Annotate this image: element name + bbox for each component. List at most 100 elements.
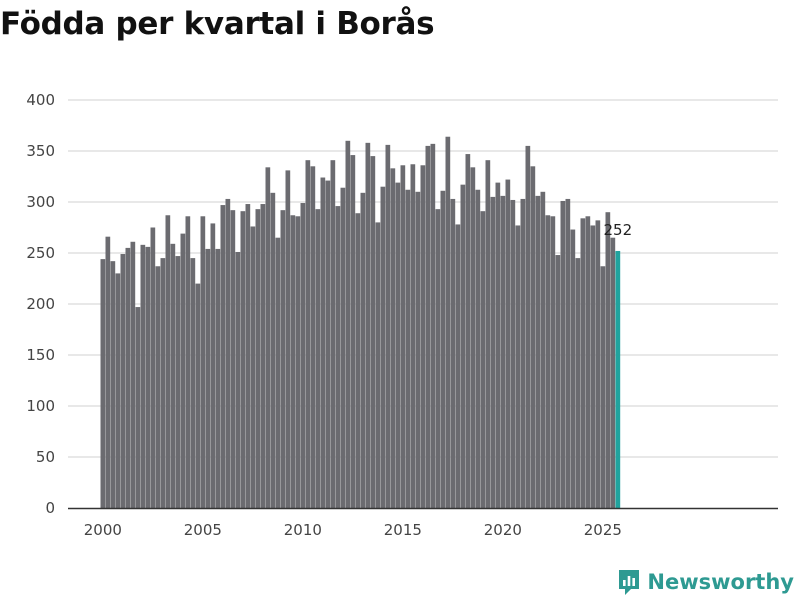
bar <box>240 211 246 508</box>
y-tick-label: 100 <box>26 397 55 415</box>
bar <box>135 307 141 508</box>
bar <box>265 167 271 508</box>
bar <box>610 237 616 508</box>
bar <box>205 248 211 509</box>
bar <box>465 154 471 508</box>
bar <box>380 186 386 508</box>
bar <box>415 191 421 509</box>
y-axis-ticks: 0 50 100 150 200 250 300 350 400 <box>26 91 55 517</box>
bar <box>475 189 481 508</box>
bar <box>305 160 311 508</box>
bar <box>345 140 351 509</box>
bar <box>255 209 261 508</box>
bar <box>245 204 251 509</box>
bar <box>605 212 611 508</box>
bar <box>435 209 441 508</box>
bar <box>215 248 221 509</box>
bar <box>505 179 511 508</box>
bar <box>485 160 491 508</box>
x-tick-label: 2015 <box>384 521 422 539</box>
bar <box>310 166 316 509</box>
bar <box>545 215 551 508</box>
bar <box>570 229 576 509</box>
y-tick-label: 150 <box>26 346 55 364</box>
bar-highlight <box>615 250 621 508</box>
bar <box>530 166 536 509</box>
y-tick-label: 300 <box>26 193 55 211</box>
bar <box>250 226 256 509</box>
bar <box>395 182 401 508</box>
bar <box>495 182 501 508</box>
bar <box>325 180 331 508</box>
bar <box>100 259 106 508</box>
bar <box>350 155 356 508</box>
bar <box>565 198 571 508</box>
bar <box>445 136 451 508</box>
y-tick-label: 350 <box>26 142 55 160</box>
newsworthy-logo-icon <box>619 570 640 595</box>
y-tick-label: 200 <box>26 295 55 313</box>
bar <box>450 198 456 508</box>
y-tick-label: 400 <box>26 91 55 109</box>
bar <box>595 220 601 509</box>
y-tick-label: 0 <box>45 499 55 517</box>
bar <box>115 273 121 508</box>
bar <box>470 167 476 508</box>
bar <box>560 200 566 509</box>
bar <box>260 204 266 509</box>
bar <box>400 165 406 508</box>
bar <box>370 156 376 508</box>
bar <box>195 283 201 508</box>
bar <box>165 215 171 508</box>
bar <box>510 199 516 508</box>
bar <box>410 164 416 508</box>
bar <box>290 215 296 508</box>
bar <box>555 255 561 508</box>
bar <box>185 216 191 508</box>
bar <box>425 145 431 508</box>
brand-name: Newsworthy <box>647 570 794 594</box>
bar <box>420 165 426 508</box>
bar <box>590 225 596 508</box>
bar <box>585 216 591 508</box>
bar <box>270 192 276 508</box>
brand-logo: Newsworthy <box>617 568 794 596</box>
bar <box>365 142 371 508</box>
bar <box>200 216 206 508</box>
bar <box>105 236 111 508</box>
bar <box>375 222 381 508</box>
bar <box>295 216 301 508</box>
bar <box>300 203 306 508</box>
bar <box>140 244 146 508</box>
bar <box>600 266 606 508</box>
bar <box>525 145 531 508</box>
bar <box>430 143 436 509</box>
x-tick-label: 2010 <box>284 521 322 539</box>
x-tick-label: 2000 <box>84 521 122 539</box>
y-tick-label: 50 <box>36 448 55 466</box>
bar <box>550 216 556 508</box>
bar <box>155 266 161 508</box>
bar <box>405 189 411 508</box>
y-tick-label: 250 <box>26 244 55 262</box>
bar <box>120 254 126 508</box>
bar <box>480 211 486 508</box>
chart-title: Födda per kvartal i Borås <box>0 6 435 42</box>
bar <box>440 190 446 508</box>
bar <box>320 177 326 508</box>
bar <box>330 160 336 508</box>
bar <box>170 243 176 508</box>
bar <box>110 261 116 508</box>
bar <box>490 196 496 508</box>
bar <box>540 191 546 509</box>
bar <box>455 224 461 508</box>
bar <box>535 195 541 508</box>
bar <box>225 198 231 508</box>
bar <box>390 168 396 508</box>
bar <box>335 206 341 508</box>
bar <box>220 205 226 508</box>
x-axis-ticks: 2000 2005 2010 2015 2020 2025 <box>84 521 622 539</box>
bar <box>340 187 346 508</box>
bar <box>280 210 286 508</box>
